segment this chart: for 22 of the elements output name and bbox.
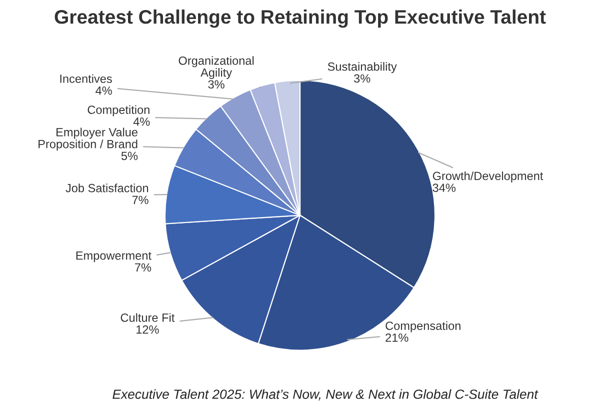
data-label: 12% — [136, 325, 159, 334]
slice-label: Competition — [88, 105, 150, 116]
text: Executive Talent 2025: What’s Now, New & Next in Global C-Suite Talent — [112, 389, 538, 400]
slice-label: Empowerment — [76, 252, 152, 262]
data-label: 21% — [386, 333, 408, 342]
data-label: 7% — [132, 196, 148, 204]
chart-title: Greatest Challenge to Retaining Top Executive Talent — [54, 10, 546, 28]
slice-label: Culture Fit — [120, 313, 175, 322]
data-label: 4% — [133, 118, 150, 126]
data-label: 34% — [432, 184, 456, 192]
data-label: 3% — [354, 74, 370, 83]
data-label: 4% — [96, 86, 112, 95]
slice-label: Organizational Agility — [178, 56, 254, 80]
slice-label: Incentives — [60, 74, 112, 83]
slice-label: Sustainability — [328, 62, 397, 74]
data-label: 5% — [121, 152, 138, 160]
slice-label: Growth/Development — [432, 171, 544, 182]
data-label: 7% — [135, 263, 152, 272]
data-label: 3% — [208, 80, 224, 89]
slice-label: Compensation — [386, 321, 460, 332]
slice-label: Employer Value Proposition / Brand — [38, 128, 138, 151]
slice-label: Job Satisfaction — [66, 184, 148, 192]
